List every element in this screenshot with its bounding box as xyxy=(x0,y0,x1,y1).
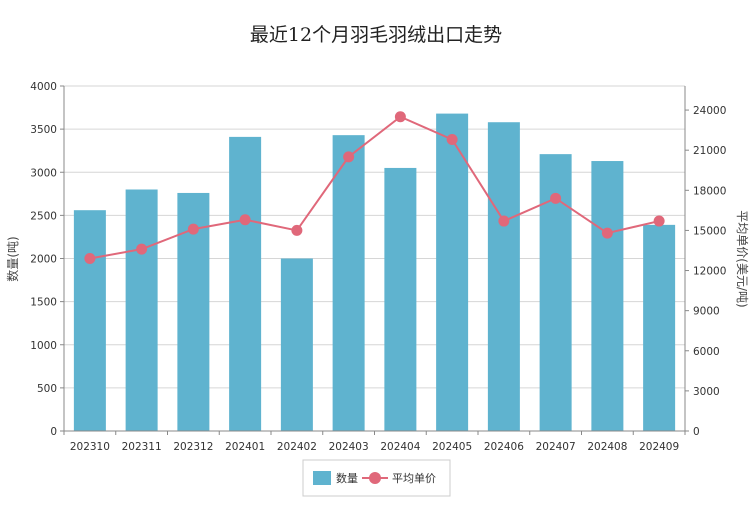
y-tick-label-right: 15000 xyxy=(693,225,726,237)
point-202404 xyxy=(394,111,406,123)
point-202402 xyxy=(291,224,303,236)
legend-swatch-quantity xyxy=(313,471,331,485)
legend: 数量 平均单价 xyxy=(302,459,451,497)
bar-202403 xyxy=(332,135,365,431)
y-tick-label-left: 500 xyxy=(37,383,57,395)
bar-202402 xyxy=(280,258,313,431)
bar-series-quantity xyxy=(73,113,676,431)
y-axis-title-left: 数量(吨) xyxy=(5,236,20,281)
y-tick-label-left: 2000 xyxy=(30,254,57,266)
bar-202406 xyxy=(487,122,520,431)
x-tick-label: 202310 xyxy=(70,441,110,453)
point-202406 xyxy=(498,215,510,227)
grid-lines xyxy=(64,85,685,389)
y-tick-label-left: 3000 xyxy=(30,167,57,179)
axes xyxy=(60,85,689,435)
y-tick-label-left: 1000 xyxy=(30,340,57,352)
point-202312 xyxy=(187,223,199,235)
x-tick-label: 202402 xyxy=(277,441,317,453)
bar-202311 xyxy=(125,189,158,431)
y-tick-label-left: 1500 xyxy=(30,297,57,309)
bar-202310 xyxy=(73,210,106,431)
bar-202405 xyxy=(436,113,469,431)
y-tick-label-right: 12000 xyxy=(693,266,726,278)
y-tick-label-right: 21000 xyxy=(693,145,726,157)
point-202409 xyxy=(653,215,665,227)
legend-label-quantity: 数量 xyxy=(336,472,358,485)
y-tick-label-right: 6000 xyxy=(693,346,720,358)
y-tick-label-right: 18000 xyxy=(693,185,726,197)
x-tick-label: 202409 xyxy=(639,441,679,453)
bar-202409 xyxy=(643,224,676,431)
point-202401 xyxy=(239,214,251,226)
point-202405 xyxy=(446,133,458,145)
y-axis-title-right: 平均单价(美元/吨) xyxy=(735,210,749,307)
y-tick-label-right: 24000 xyxy=(693,105,726,117)
y-tick-label-right: 0 xyxy=(693,426,700,438)
y-tick-label-left: 2500 xyxy=(30,210,57,222)
y-tick-label-right: 9000 xyxy=(693,306,720,318)
line-series-avg-price xyxy=(84,111,665,264)
x-tick-label: 202312 xyxy=(173,441,213,453)
y-tick-label-left: 3500 xyxy=(30,124,57,136)
x-tick-label: 202401 xyxy=(225,441,265,453)
bar-202401 xyxy=(229,136,262,431)
avg-price-line xyxy=(89,115,660,260)
chart-title: 最近12个月羽毛羽绒出口走势 xyxy=(250,24,502,46)
point-202408 xyxy=(601,227,613,239)
point-202310 xyxy=(84,253,96,264)
x-tick-label: 202407 xyxy=(536,441,576,453)
x-tick-label: 202403 xyxy=(329,441,369,453)
point-202311 xyxy=(136,243,148,255)
point-202403 xyxy=(343,151,355,163)
legend-swatch-marker-avg-price xyxy=(369,472,381,484)
y-tick-label-right: 3000 xyxy=(693,386,720,398)
bar-202404 xyxy=(384,167,417,431)
x-tick-label: 202406 xyxy=(484,441,524,453)
x-tick-label: 202405 xyxy=(432,441,472,453)
x-tick-label: 202311 xyxy=(122,441,162,453)
tick-labels: 0 500 1000 1500 2000 2500 3000 3500 4000 0 3000 600… xyxy=(30,81,726,453)
legend-label-avg-price: 平均单价 xyxy=(392,472,436,485)
point-202407 xyxy=(550,192,562,204)
y-tick-label-left: 0 xyxy=(50,426,57,438)
y-tick-label-left: 4000 xyxy=(30,81,57,93)
x-tick-label: 202408 xyxy=(587,441,627,453)
x-tick-label: 202404 xyxy=(380,441,420,453)
bar-202408 xyxy=(591,161,624,431)
